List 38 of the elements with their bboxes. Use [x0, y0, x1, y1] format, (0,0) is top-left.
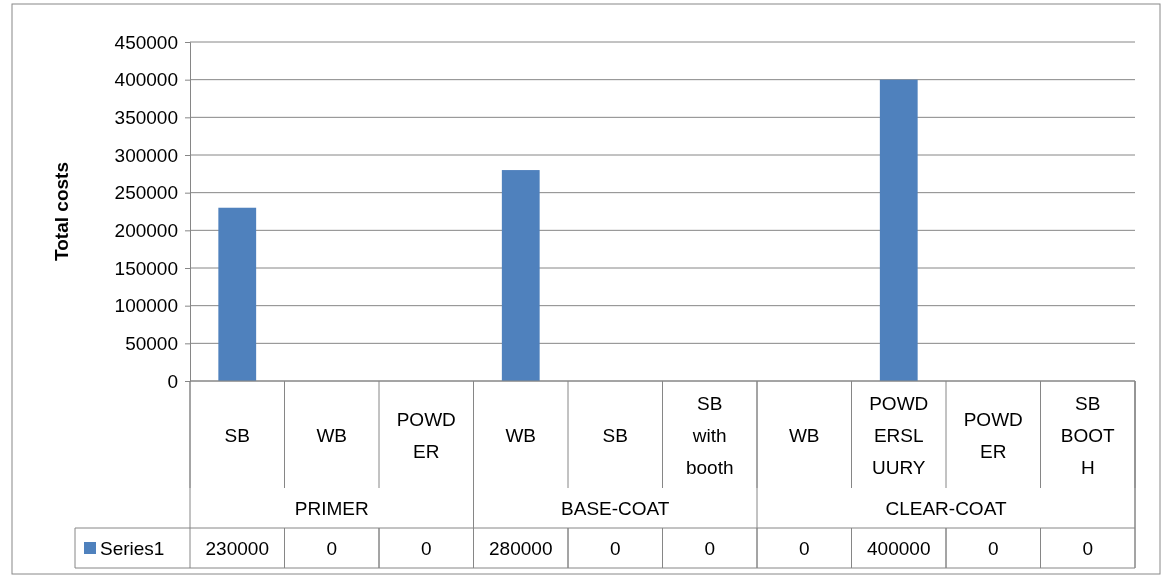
- y-tick-label: 200000: [114, 219, 178, 241]
- bar: [879, 79, 918, 381]
- y-tick-label: 150000: [114, 257, 178, 279]
- legend-label: Series1: [100, 538, 165, 559]
- x-tick-label: SB: [224, 424, 250, 446]
- data-label: 0: [609, 538, 621, 559]
- bar: [501, 170, 540, 381]
- y-axis-title: Total costs: [51, 162, 72, 261]
- text: PRIMER: [294, 498, 369, 519]
- x-tick-label: WB: [788, 424, 820, 446]
- y-tick-label: 0: [167, 370, 178, 392]
- x-tick-label: WB: [316, 424, 348, 446]
- bar: [218, 207, 257, 381]
- x-tick-label: POWDERSLUURY: [869, 392, 929, 478]
- text: CLEAR-COAT: [885, 498, 1007, 519]
- x-tick-label: SB with booth: [685, 392, 734, 478]
- y-tick-label: 100000: [114, 295, 178, 317]
- data-label: 280000: [489, 538, 553, 559]
- y-tick-label: 300000: [114, 144, 178, 166]
- data-label: 0: [1082, 538, 1094, 559]
- data-label: 0: [704, 538, 716, 559]
- text: BASE-COAT: [561, 498, 670, 519]
- data-label: 230000: [205, 538, 269, 559]
- y-tick-label: 50000: [125, 332, 178, 354]
- y-tick-label: 250000: [114, 182, 178, 204]
- y-tick-label: 450000: [114, 31, 178, 53]
- x-tick-label: POWDER: [396, 408, 456, 462]
- data-label: 0: [798, 538, 810, 559]
- data-label: 0: [326, 538, 338, 559]
- y-tick-label: 400000: [114, 69, 178, 91]
- x-tick-label: SB: [602, 424, 628, 446]
- data-label: 0: [420, 538, 432, 559]
- y-tick-label: 350000: [114, 106, 178, 128]
- x-tick-label: POWDER: [963, 408, 1023, 462]
- x-tick-label: SB BOOTH: [1060, 392, 1116, 478]
- data-label: 400000: [867, 538, 931, 559]
- x-tick-label: WB: [505, 424, 537, 446]
- data-label: 0: [987, 538, 999, 559]
